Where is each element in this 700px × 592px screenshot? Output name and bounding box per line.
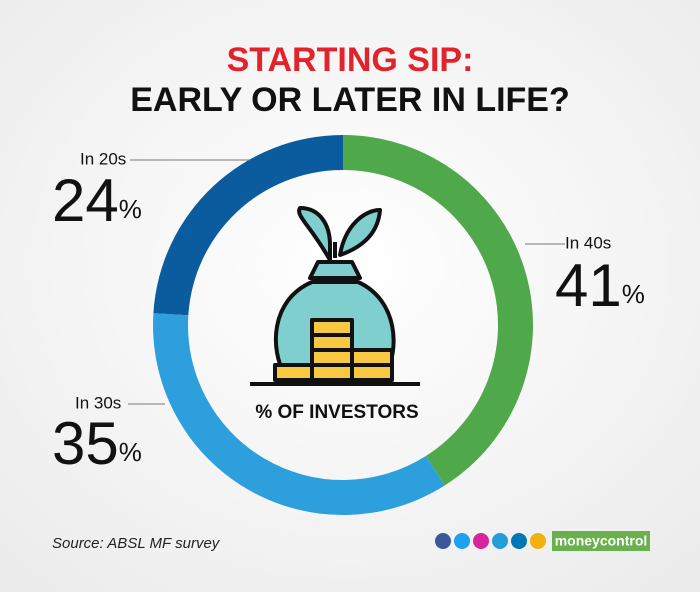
donut: [153, 135, 534, 516]
brand-logo: [552, 531, 650, 551]
chart-subtitle: EARLY OR LATER IN LIFE?: [130, 81, 570, 119]
chart-title: STARTING SIP:: [227, 41, 474, 79]
category-label: In 20s: [80, 149, 126, 168]
value-label: 35%: [52, 410, 142, 477]
value-label: 24%: [52, 167, 142, 234]
donut-slice: [343, 135, 534, 486]
category-label: In 30s: [75, 393, 121, 412]
brand-name: moneycontrol: [555, 533, 648, 549]
donut-slice: [153, 313, 445, 516]
category-label: In 40s: [565, 233, 611, 252]
center-label: % OF INVESTORS: [255, 402, 418, 423]
source: Source: ABSL MF survey: [52, 535, 221, 552]
value-label: 41%: [555, 252, 645, 319]
donut-slice: [153, 135, 343, 316]
social-icons: [435, 533, 546, 549]
money-bag-icon: [250, 206, 420, 386]
